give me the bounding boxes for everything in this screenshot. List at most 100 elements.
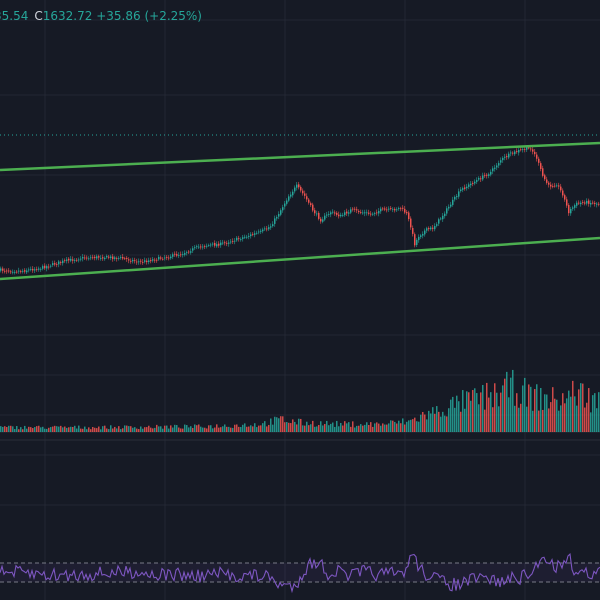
candle-body <box>220 242 222 246</box>
volume-bar <box>272 424 274 432</box>
volume-bar <box>188 427 190 432</box>
volume-bar <box>56 426 58 432</box>
candle-body <box>282 207 284 211</box>
candle-body <box>354 208 356 210</box>
channel-lower-line[interactable] <box>0 236 600 281</box>
volume-bar <box>594 393 596 432</box>
volume-bar <box>490 392 492 432</box>
candle-body <box>552 186 554 187</box>
volume-bar <box>90 429 92 432</box>
volume-bar <box>300 418 302 432</box>
candle-body <box>510 152 512 154</box>
candle-body <box>306 196 308 200</box>
volume-bar <box>36 426 38 432</box>
volume-bar <box>472 390 474 432</box>
volume-bar <box>484 409 486 432</box>
volume-bar <box>494 383 496 432</box>
candle-body <box>532 149 534 152</box>
candle-body <box>216 244 218 247</box>
candle-body <box>184 253 186 255</box>
volume-bar <box>92 426 94 432</box>
candle-body <box>508 153 510 158</box>
volume-bar <box>448 408 450 432</box>
volume-bar <box>28 426 30 432</box>
candle-body <box>538 158 540 163</box>
volume-bar <box>70 426 72 432</box>
volume-bar <box>258 425 260 432</box>
volume-bar <box>294 421 296 432</box>
volume-bar <box>184 424 186 432</box>
candle-body <box>130 260 132 262</box>
candle-body <box>100 257 102 259</box>
candle-body <box>8 270 10 272</box>
volume-bar <box>38 425 40 432</box>
volume-bar <box>238 426 240 432</box>
price-candles[interactable] <box>0 145 600 275</box>
volume-bar <box>308 425 310 432</box>
volume-bar <box>234 424 236 432</box>
volume-bar <box>228 426 230 432</box>
volume-bar <box>422 411 424 432</box>
volume-bar <box>478 404 480 432</box>
candle-body <box>0 268 2 271</box>
volume-bar <box>488 397 490 432</box>
volume-bar <box>368 425 370 432</box>
volume-bar <box>96 428 98 432</box>
volume-bar <box>132 427 134 432</box>
candle-body <box>300 186 302 191</box>
volume-bar <box>332 422 334 432</box>
volume-bar <box>408 420 410 432</box>
volume-bar <box>348 422 350 432</box>
volume-bar <box>330 423 332 432</box>
volume-bar <box>466 391 468 432</box>
volume-bar <box>412 419 414 432</box>
candle-body <box>394 209 396 211</box>
candle-body <box>426 228 428 231</box>
volume-bar <box>128 426 130 432</box>
candle-body <box>134 260 136 262</box>
candle-body <box>278 214 280 217</box>
volume-bar <box>224 424 226 432</box>
candle-body <box>516 151 518 153</box>
candle-body <box>454 196 456 200</box>
volume-bar <box>306 421 308 432</box>
candle-body <box>292 191 294 196</box>
candle-body <box>152 259 154 261</box>
candle-body <box>150 260 152 262</box>
candle-body <box>20 271 22 273</box>
candle-body <box>272 224 274 227</box>
candle-body <box>542 168 544 176</box>
candle-body <box>34 269 36 271</box>
volume-bar <box>528 384 530 432</box>
candle-body <box>52 263 54 266</box>
volume-bar <box>394 421 396 432</box>
candle-body <box>522 149 524 151</box>
candle-body <box>458 191 460 197</box>
volume-bar <box>328 425 330 432</box>
candle-body <box>204 246 206 247</box>
volume-bar <box>572 380 574 432</box>
volume-bar <box>386 424 388 432</box>
volume-bar <box>64 426 66 432</box>
volume-bar <box>506 371 508 432</box>
candle-body <box>360 211 362 213</box>
volume-bar <box>324 424 326 432</box>
candle-body <box>586 200 588 204</box>
candle-body <box>580 202 582 205</box>
candle-body <box>330 212 332 215</box>
candle-body <box>388 208 390 210</box>
volume-bar <box>180 428 182 432</box>
candle-body <box>338 214 340 217</box>
channel-upper-line[interactable] <box>0 141 600 172</box>
candle-body <box>42 266 44 269</box>
volume-bar <box>208 425 210 432</box>
volume-bar <box>214 427 216 432</box>
candle-body <box>310 203 312 206</box>
candle-body <box>88 258 90 260</box>
volume-bar <box>84 426 86 432</box>
volume-bar <box>146 427 148 432</box>
candle-body <box>564 195 566 200</box>
volume-bar <box>152 428 154 432</box>
